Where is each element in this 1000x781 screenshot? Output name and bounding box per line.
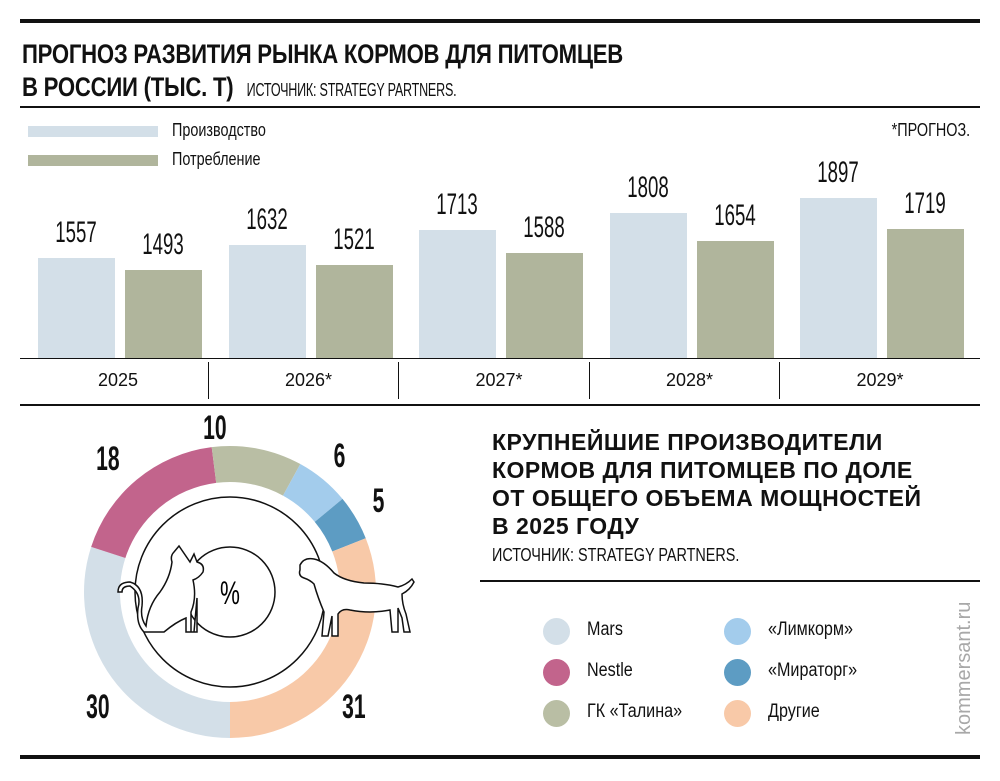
category-separator — [398, 362, 399, 399]
chart-title: ПРОГНОЗ РАЗВИТИЯ РЫНКА КОРМОВ ДЛЯ ПИТОМЦ… — [22, 38, 755, 107]
bar-consumption — [506, 252, 583, 358]
year-label: 2027* — [475, 370, 523, 390]
bar-consumption — [125, 269, 202, 358]
slice-value-label: 10 — [203, 408, 228, 447]
bottom-rule — [20, 755, 980, 759]
watermark: kommersant.ru — [953, 601, 975, 735]
bar-consumption — [887, 229, 964, 358]
category-separator — [588, 362, 590, 399]
year-label: 2029* — [856, 370, 904, 390]
pie-title-line: В 2025 ГОДУ — [492, 513, 640, 539]
legend-label: «Лимкорм» — [768, 619, 854, 640]
donut-chart: % — [83, 446, 415, 738]
slice-value-label: 18 — [96, 440, 120, 478]
pie-title-line: КОРМОВ ДЛЯ ПИТОМЦЕВ ПО ДОЛЕ — [492, 457, 913, 483]
donut-slice — [230, 538, 377, 738]
pie-source: ИСТОЧНИК: STRATEGY PARTNERS. — [492, 545, 740, 565]
bar-value-label: 1719 — [904, 187, 946, 221]
slice-value-label: 5 — [372, 482, 384, 521]
bar-production — [800, 197, 877, 358]
center-label: % — [220, 575, 240, 611]
bar-value-label: 1632 — [245, 202, 288, 236]
legend-label: Nestle — [587, 660, 633, 681]
bar-production — [609, 213, 687, 358]
legend-label: Другие — [768, 701, 820, 722]
legend-label: Mars — [587, 619, 623, 640]
pie-title-line: ОТ ОБЩЕГО ОБЪЕМА МОЩНОСТЕЙ — [492, 485, 922, 511]
donut-slice — [282, 464, 343, 522]
bar-value-label: 1521 — [332, 222, 375, 256]
divider — [480, 580, 980, 582]
bar-production — [419, 230, 496, 358]
title-line-2: В РОССИИ (ТЫС. Т) — [22, 72, 234, 102]
legend-label-consumption: Потребление — [172, 149, 261, 169]
legend-dot — [724, 659, 751, 686]
baseline — [20, 358, 980, 359]
bar-value-label: 1808 — [626, 171, 669, 205]
bar-value-label: 1557 — [55, 216, 97, 250]
source: ИСТОЧНИК: STRATEGY PARTNERS. — [246, 80, 457, 100]
category-separator — [207, 362, 209, 399]
title-line-1: ПРОГНОЗ РАЗВИТИЯ РЫНКА КОРМОВ ДЛЯ ПИТОМЦ… — [22, 39, 624, 69]
legend-dot — [543, 659, 570, 686]
legend-dot — [724, 700, 751, 727]
donut-slice — [314, 498, 366, 552]
legend-swatch-production — [28, 126, 158, 137]
forecast-note: *ПРОГНОЗ. — [891, 120, 970, 140]
year-label: 2025 — [97, 370, 139, 390]
donut-slice — [91, 447, 217, 559]
pie-title: КРУПНЕЙШИЕ ПРОИЗВОДИТЕЛИ КОРМОВ ДЛЯ ПИТО… — [492, 428, 922, 566]
bar-production — [38, 258, 115, 358]
divider — [20, 106, 980, 108]
category-separator — [779, 362, 780, 399]
slice-value-label: 31 — [342, 688, 366, 726]
bar-consumption — [315, 264, 393, 358]
legend-label: ГК «Талина» — [587, 701, 683, 722]
year-label: 2028* — [665, 370, 714, 390]
bar-value-label: 1713 — [436, 188, 478, 222]
donut-slice — [83, 546, 230, 738]
bar-value-label: 1588 — [523, 210, 565, 244]
top-rule — [20, 19, 980, 23]
bar-consumption — [696, 240, 774, 358]
legend-label: «Мираторг» — [768, 660, 858, 681]
cat-icon — [117, 544, 205, 633]
pie-title-line: КРУПНЕЙШИЕ ПРОИЗВОДИТЕЛИ — [492, 429, 883, 455]
divider — [20, 404, 980, 406]
legend-dot — [543, 618, 570, 645]
legend-dot — [724, 618, 751, 645]
slice-value-label: 6 — [333, 437, 346, 476]
dog-icon — [298, 557, 415, 637]
bar-value-label: 1654 — [713, 198, 756, 232]
donut-slice — [211, 446, 301, 496]
slice-value-label: 30 — [86, 688, 110, 726]
legend-swatch-consumption — [28, 155, 158, 166]
bar-production — [228, 244, 306, 358]
bar-value-label: 1897 — [817, 155, 859, 189]
legend-label-production: Производство — [172, 120, 266, 140]
bar-value-label: 1493 — [142, 227, 184, 261]
year-label: 2026* — [284, 370, 333, 390]
legend-dot — [543, 700, 570, 727]
